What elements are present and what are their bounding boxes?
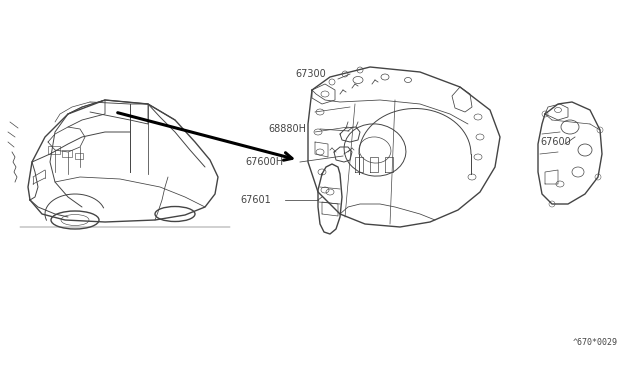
Text: ^670*0029: ^670*0029 — [573, 338, 618, 347]
Text: 68880H: 68880H — [268, 124, 306, 134]
Text: 67601: 67601 — [240, 195, 271, 205]
Text: 67600: 67600 — [540, 137, 571, 147]
Text: 67600H: 67600H — [245, 157, 283, 167]
Text: 67300: 67300 — [295, 69, 326, 79]
